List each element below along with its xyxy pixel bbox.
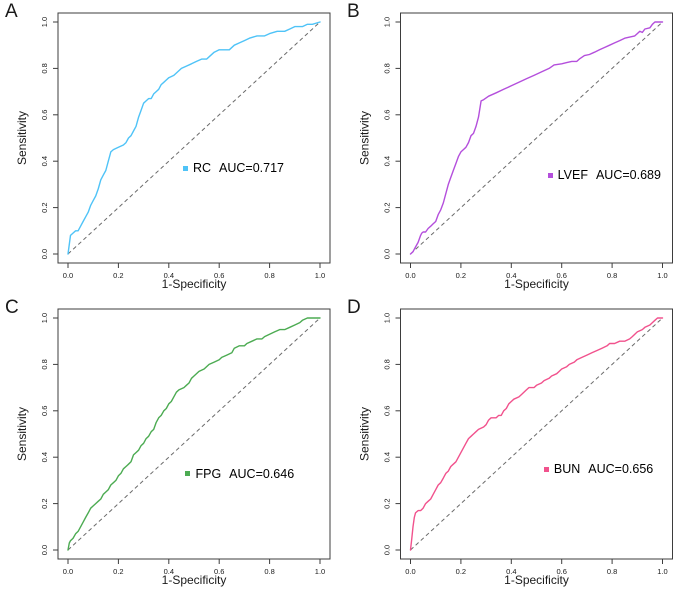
- svg-text:0.6: 0.6: [556, 271, 566, 280]
- svg-text:0.4: 0.4: [164, 567, 174, 576]
- legend-series-name: FPG: [195, 466, 222, 481]
- svg-text:1.0: 1.0: [40, 313, 49, 323]
- svg-text:0.6: 0.6: [214, 567, 224, 576]
- svg-text:0.2: 0.2: [456, 567, 466, 576]
- legend-series-name: LVEF: [557, 168, 588, 183]
- legend-marker-icon: [182, 165, 188, 171]
- svg-text:1.0: 1.0: [657, 567, 667, 576]
- legend-auc-value: AUC=0.689: [595, 168, 661, 183]
- svg-text:0.0: 0.0: [383, 249, 392, 259]
- svg-text:0.8: 0.8: [607, 271, 617, 280]
- svg-text:0.2: 0.2: [40, 498, 49, 508]
- svg-text:0.2: 0.2: [383, 498, 392, 508]
- legend-b: LVEF AUC=0.689: [547, 168, 661, 183]
- svg-text:Sensitivity: Sensitivity: [358, 111, 372, 165]
- panel-letter-a: A: [5, 1, 18, 22]
- svg-text:0.4: 0.4: [506, 567, 516, 576]
- svg-text:1.0: 1.0: [383, 17, 392, 27]
- svg-text:0.8: 0.8: [40, 63, 49, 73]
- svg-text:0.8: 0.8: [264, 567, 274, 576]
- svg-text:0.6: 0.6: [40, 110, 49, 120]
- svg-text:0.6: 0.6: [556, 567, 566, 576]
- legend-marker-icon: [185, 471, 191, 477]
- svg-text:0.8: 0.8: [383, 359, 392, 369]
- svg-text:0.6: 0.6: [214, 271, 224, 280]
- svg-text:0.0: 0.0: [405, 567, 415, 576]
- panel-c: C 0.0 0.2 0.4 0.6 0.8 1.0 0.0 0.2 0.4 0.6 0.8 1.0 1-…: [0, 296, 342, 593]
- svg-text:0.8: 0.8: [607, 567, 617, 576]
- legend-a: RC AUC=0.717: [182, 161, 284, 176]
- svg-text:0.4: 0.4: [383, 452, 392, 462]
- roc-plot-b: 0.0 0.2 0.4 0.6 0.8 1.0 0.0 0.2 0.4 0.6 0.8 1.0 1-Sp…: [358, 12, 673, 291]
- svg-text:Sensitivity: Sensitivity: [15, 111, 29, 165]
- roc-plot-a: 0.0 0.2 0.4 0.6 0.8 1.0 0.0 0.2 0.4 0.6 0.8 1.0 1-Sp…: [15, 12, 331, 291]
- svg-text:0.4: 0.4: [383, 156, 392, 166]
- svg-text:0.0: 0.0: [383, 545, 392, 555]
- svg-text:1-Specificity: 1-Specificity: [504, 277, 569, 291]
- roc-plot-d: 0.0 0.2 0.4 0.6 0.8 1.0 0.0 0.2 0.4 0.6 0.8 1.0 1-Sp…: [358, 308, 673, 587]
- svg-text:0.0: 0.0: [40, 545, 49, 555]
- panel-d: D 0.0 0.2 0.4 0.6 0.8 1.0 0.0 0.2 0.4 0.6 0.8 1.0 1-…: [342, 296, 685, 593]
- svg-text:1.0: 1.0: [40, 17, 49, 27]
- svg-text:Sensitivity: Sensitivity: [15, 407, 29, 461]
- svg-text:0.8: 0.8: [383, 63, 392, 73]
- svg-text:0.0: 0.0: [63, 567, 73, 576]
- legend-auc-value: AUC=0.717: [219, 161, 284, 176]
- legend-marker-icon: [543, 466, 549, 472]
- svg-text:0.0: 0.0: [63, 271, 73, 280]
- panel-letter-b: B: [347, 1, 360, 22]
- svg-text:0.4: 0.4: [506, 271, 516, 280]
- svg-text:0.2: 0.2: [40, 202, 49, 212]
- legend-series-name: RC: [192, 161, 212, 176]
- svg-text:0.2: 0.2: [113, 271, 123, 280]
- svg-text:0.2: 0.2: [383, 202, 392, 212]
- panel-b: B 0.0 0.2 0.4 0.6 0.8 1.0 0.0 0.2 0.4 0.6 0.8 1.0 1-…: [342, 0, 685, 296]
- legend-c: FPG AUC=0.646: [185, 467, 294, 481]
- svg-text:1.0: 1.0: [657, 271, 667, 280]
- legend-series-name: BUN: [553, 462, 581, 477]
- legend-marker-icon: [547, 172, 553, 178]
- panel-a: A 0.0 0.2 0.4 0.6 0.8 1.0 0.0 0.2 0.4 0.6 0.8 1.0 1-…: [0, 0, 342, 296]
- svg-text:0.4: 0.4: [40, 452, 49, 462]
- svg-text:0.8: 0.8: [264, 271, 274, 280]
- panel-letter-d: D: [347, 297, 361, 318]
- svg-text:0.0: 0.0: [405, 271, 415, 280]
- roc-plot-c: 0.0 0.2 0.4 0.6 0.8 1.0 0.0 0.2 0.4 0.6 0.8 1.0 1-Sp…: [15, 308, 331, 587]
- svg-text:1-Specificity: 1-Specificity: [504, 573, 569, 587]
- svg-text:1.0: 1.0: [315, 567, 325, 576]
- svg-text:1.0: 1.0: [383, 313, 392, 323]
- svg-text:0.2: 0.2: [456, 271, 466, 280]
- svg-text:Sensitivity: Sensitivity: [358, 407, 372, 461]
- svg-text:0.4: 0.4: [40, 156, 49, 166]
- svg-text:0.6: 0.6: [383, 406, 392, 416]
- svg-text:1.0: 1.0: [315, 271, 325, 280]
- svg-text:0.0: 0.0: [40, 249, 49, 259]
- svg-text:0.8: 0.8: [40, 359, 49, 369]
- legend-auc-value: AUC=0.656: [588, 462, 654, 477]
- svg-text:0.4: 0.4: [164, 271, 174, 280]
- svg-text:0.6: 0.6: [40, 406, 49, 416]
- panel-letter-c: C: [5, 297, 19, 318]
- svg-text:0.6: 0.6: [383, 110, 392, 120]
- svg-text:0.2: 0.2: [113, 567, 123, 576]
- svg-text:1-Specificity: 1-Specificity: [162, 277, 227, 291]
- legend-auc-value: AUC=0.646: [229, 466, 295, 481]
- legend-d: BUN AUC=0.656: [543, 462, 654, 477]
- svg-text:1-Specificity: 1-Specificity: [162, 573, 227, 587]
